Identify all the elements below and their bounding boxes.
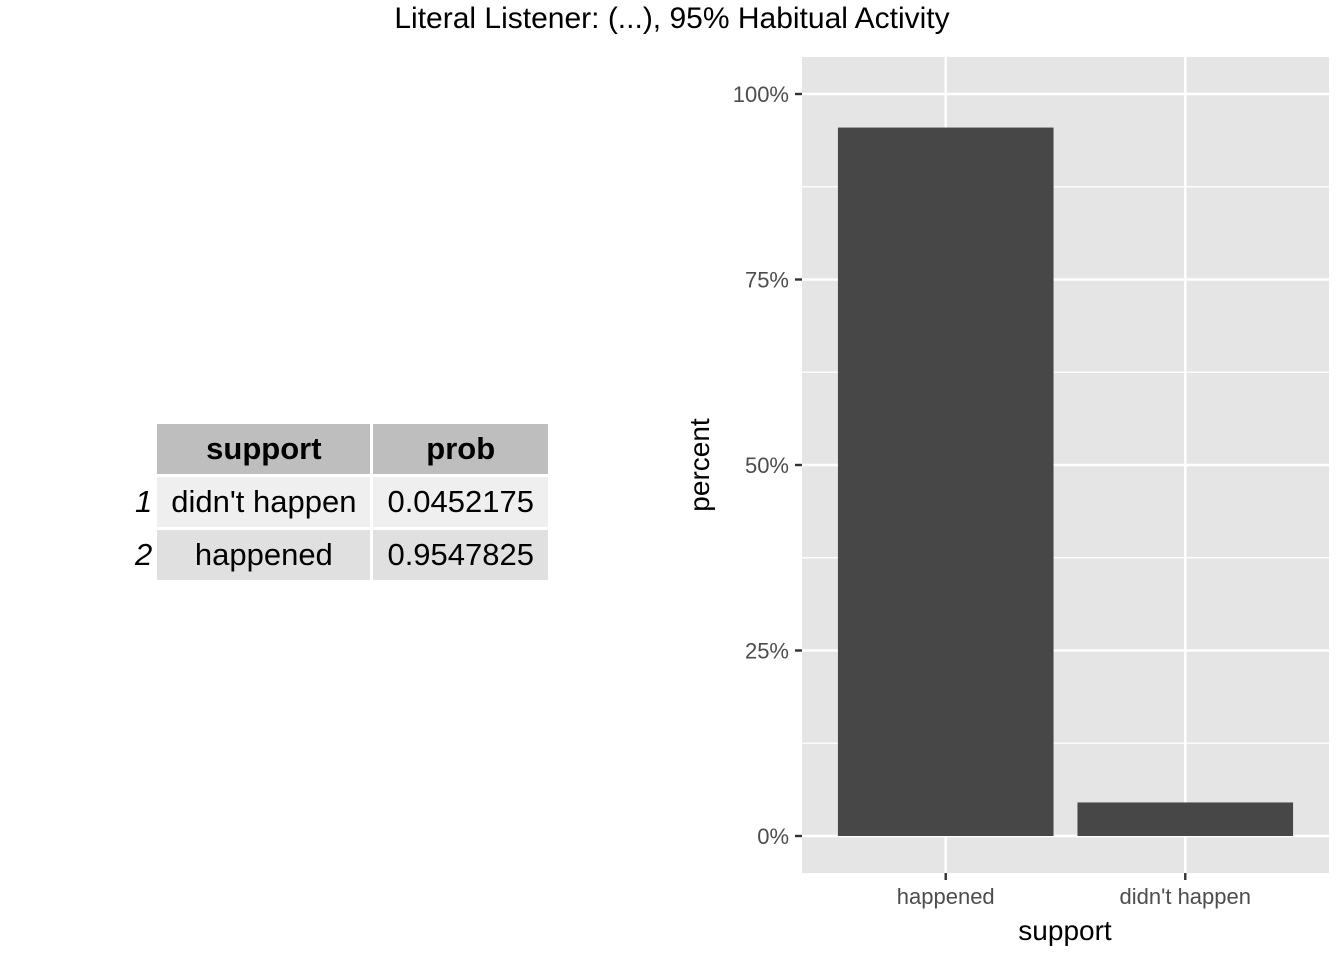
y-tick-label: 50% (745, 453, 789, 478)
x-tick-label: happened (897, 884, 995, 909)
bar-didn-t-happen (1077, 802, 1294, 836)
table-row: 1 didn't happen 0.0452175 (135, 477, 548, 527)
y-tick-label: 100% (733, 82, 789, 107)
x-tick-label: didn't happen (1120, 884, 1251, 909)
y-axis-title: percent (684, 418, 715, 512)
probability-table: support prob 1 didn't happen 0.0452175 2… (132, 421, 551, 583)
row-number: 1 (135, 484, 153, 519)
row-number: 2 (135, 537, 153, 572)
y-tick-label: 25% (745, 639, 789, 664)
y-tick-label: 0% (757, 824, 789, 849)
column-header-prob: prob (373, 424, 548, 474)
support-cell: didn't happen (157, 477, 371, 527)
prob-cell: 0.0452175 (373, 477, 548, 527)
support-cell: happened (157, 530, 371, 580)
column-header-support: support (157, 424, 371, 474)
y-tick-label: 75% (745, 268, 789, 293)
bar-happened (837, 127, 1054, 836)
x-axis-title: support (1018, 915, 1112, 946)
page-title: Literal Listener: (...), 95% Habitual Ac… (394, 2, 950, 35)
prob-cell: 0.9547825 (373, 530, 548, 580)
table-row: 2 happened 0.9547825 (135, 530, 548, 580)
